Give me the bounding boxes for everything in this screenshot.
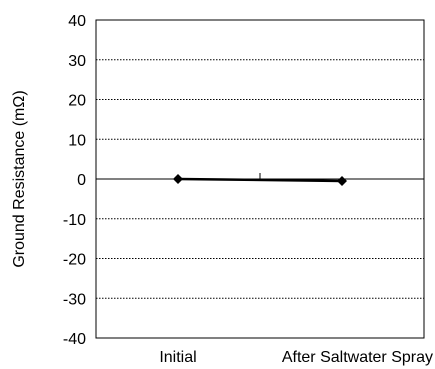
y-tick-label: -10	[63, 212, 86, 229]
y-tick-label: 0	[77, 172, 86, 189]
x-tick-label: After Saltwater Spray	[282, 349, 433, 366]
gridlines	[96, 59, 424, 299]
x-tick-labels: Initial After Saltwater Spray	[159, 349, 433, 366]
data-point-marker	[337, 175, 347, 186]
y-axis-title: Ground Resistance (mΩ)	[11, 90, 28, 267]
data-point-marker	[173, 174, 183, 184]
y-tick-label: -20	[63, 252, 86, 269]
x-tick-label: Initial	[159, 349, 196, 366]
y-tick-label: -40	[63, 331, 86, 348]
y-tick-label: -30	[63, 291, 86, 308]
y-tick-labels: 40 30 20 10 0 -10 -20 -30 -40	[63, 13, 86, 348]
y-tick-label: 40	[68, 13, 86, 30]
series-line	[177, 177, 343, 183]
y-tick-label: 30	[68, 53, 86, 70]
y-tick-label: 20	[68, 93, 86, 110]
y-tick-label: 10	[68, 132, 86, 149]
series-group	[173, 174, 347, 186]
